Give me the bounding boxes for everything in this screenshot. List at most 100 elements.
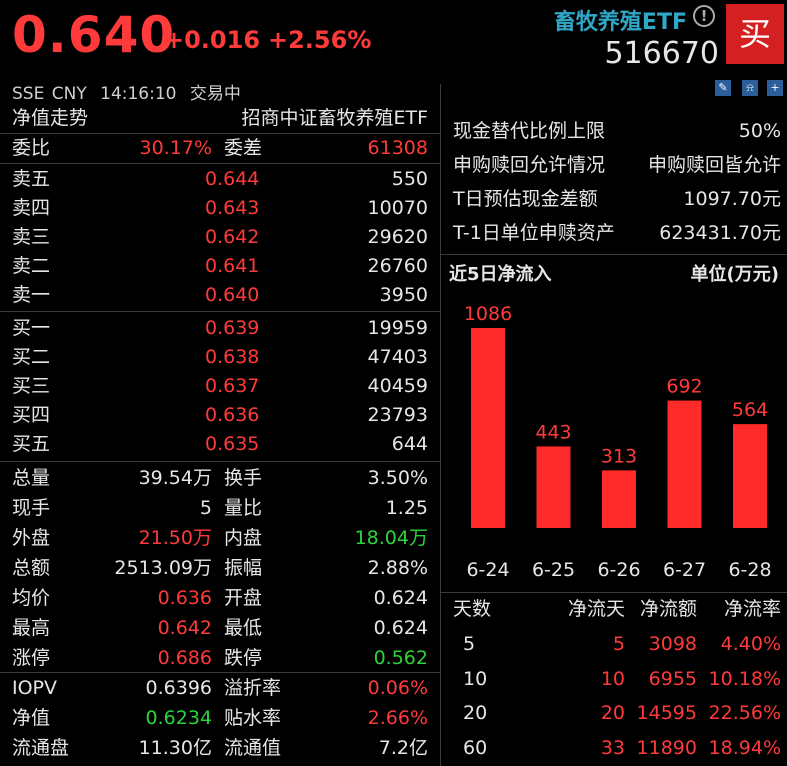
weicha-label: 委差 bbox=[224, 137, 263, 159]
trade-status: 交易中 bbox=[189, 84, 241, 104]
order-book-panel: 净值走势 招商中证畜牧养殖ETF 委比 30.17% 委差 61308 卖五 0.… bbox=[0, 104, 440, 766]
weibi-label: 委比 bbox=[12, 137, 51, 159]
table-cell: 18.94% bbox=[708, 736, 781, 759]
table-cell: 20 bbox=[600, 702, 625, 724]
alarm-icon[interactable]: ⍾ bbox=[742, 80, 758, 96]
date-tick-label: 6-28 bbox=[728, 559, 771, 581]
table-header-cell: 天数 bbox=[453, 598, 492, 620]
bid-level-label: 买三 bbox=[12, 375, 51, 397]
etf-stat-row: 净值 0.6234 贴水率 2.66% bbox=[12, 704, 428, 732]
etf-stat-value: 11.30亿 bbox=[138, 737, 212, 759]
panel-divider bbox=[440, 84, 441, 766]
stat-value: 0.686 bbox=[157, 647, 212, 669]
table-header-cell: 净流率 bbox=[723, 598, 781, 620]
table-cell: 5 bbox=[463, 633, 476, 655]
stat-row: 最高 0.642 最低 0.624 bbox=[12, 614, 428, 642]
quote-time: 14:16:10 bbox=[100, 84, 177, 104]
table-row[interactable]: 10 10 6955 10.18% bbox=[453, 662, 781, 696]
stat-label: 跌停 bbox=[224, 647, 263, 669]
bid-level-label: 买一 bbox=[12, 317, 51, 339]
date-tick-label: 6-26 bbox=[597, 559, 640, 581]
table-cell: 10 bbox=[600, 667, 625, 690]
fund-info-row: T-1日单位申赎资产 623431.70元 bbox=[453, 216, 781, 250]
buy-button[interactable]: 买 bbox=[726, 4, 784, 64]
fund-info-value: 申购赎回皆允许 bbox=[647, 154, 781, 176]
stat-value: 0.624 bbox=[373, 587, 428, 609]
bid-price: 0.638 bbox=[205, 346, 260, 368]
ask-volume: 29620 bbox=[367, 226, 428, 248]
stat-value: 0.624 bbox=[373, 617, 428, 639]
fund-info-panel: 现金替代比例上限 50% 申购赎回允许情况 申购赎回皆允许 T日预估现金差额 1097.7… bbox=[441, 84, 787, 766]
stat-row: 现手 5 量比 1.25 bbox=[12, 494, 428, 522]
net-inflow-unit: 单位(万元) bbox=[690, 264, 779, 285]
bid-level-row[interactable]: 买五 0.635 644 bbox=[12, 430, 428, 458]
bid-level-row[interactable]: 买二 0.638 47403 bbox=[12, 343, 428, 371]
stat-label: 振幅 bbox=[224, 557, 263, 579]
ask-volume: 10070 bbox=[367, 197, 428, 219]
last-price: 0.640 bbox=[12, 6, 176, 64]
table-cell: 4.40% bbox=[720, 633, 781, 655]
market-meta: SSE CNY 14:16:10 交易中 bbox=[12, 79, 241, 104]
table-row[interactable]: 5 5 3098 4.40% bbox=[453, 627, 781, 661]
date-tick-label: 6-27 bbox=[663, 559, 706, 581]
ask-price: 0.642 bbox=[205, 226, 260, 248]
security-name[interactable]: 畜牧养殖ETF bbox=[553, 10, 687, 35]
stat-label: 涨停 bbox=[12, 647, 51, 669]
table-row[interactable]: 20 20 14595 22.56% bbox=[453, 696, 781, 730]
bid-volume: 40459 bbox=[367, 375, 428, 397]
ask-price: 0.641 bbox=[205, 255, 260, 277]
stat-label: 最高 bbox=[12, 617, 51, 639]
ask-level-row[interactable]: 卖三 0.642 29620 bbox=[12, 223, 428, 251]
fund-info-row: T日预估现金差额 1097.70元 bbox=[453, 182, 781, 216]
ask-level-row[interactable]: 卖二 0.641 26760 bbox=[12, 252, 428, 280]
table-cell: 60 bbox=[463, 736, 488, 759]
bid-level-row[interactable]: 买一 0.639 19959 bbox=[12, 314, 428, 342]
stat-label: 换手 bbox=[224, 467, 263, 489]
etf-stat-value: 0.06% bbox=[367, 677, 428, 699]
table-header-row: 天数 净流天 净流额 净流率 bbox=[453, 592, 781, 626]
etf-stat-label: 贴水率 bbox=[224, 707, 282, 729]
stat-value: 0.562 bbox=[373, 647, 428, 669]
security-code: 516670 bbox=[604, 36, 719, 71]
date-tick-label: 6-24 bbox=[466, 559, 509, 581]
stat-row: 均价 0.636 开盘 0.624 bbox=[12, 584, 428, 612]
add-icon[interactable]: + bbox=[767, 80, 783, 96]
ask-level-label: 卖五 bbox=[12, 168, 51, 190]
info-icon[interactable]: ! bbox=[693, 5, 715, 27]
ask-volume: 3950 bbox=[379, 284, 428, 306]
table-cell: 5 bbox=[612, 633, 625, 655]
stat-value: 5 bbox=[199, 497, 212, 519]
price-change: +0.016 bbox=[164, 26, 261, 54]
etf-stat-row: 流通盘 11.30亿 流通值 7.2亿 bbox=[12, 734, 428, 762]
table-cell: 33 bbox=[600, 736, 625, 759]
bid-volume: 19959 bbox=[367, 317, 428, 339]
weibi-value: 30.17% bbox=[139, 137, 212, 159]
etf-stat-row: IOPV 0.6396 溢折率 0.06% bbox=[12, 674, 428, 702]
stat-value: 0.642 bbox=[157, 617, 212, 639]
etf-stat-value: 2.66% bbox=[367, 707, 428, 729]
ask-level-label: 卖四 bbox=[12, 197, 51, 219]
stat-label: 现手 bbox=[12, 497, 51, 519]
etf-stat-value: 0.6234 bbox=[145, 707, 212, 729]
weicha-value: 61308 bbox=[367, 137, 428, 159]
nav-trend-tab[interactable]: 净值走势 bbox=[12, 107, 89, 129]
stat-label: 开盘 bbox=[224, 587, 263, 609]
table-cell: 3098 bbox=[648, 633, 697, 655]
bid-level-row[interactable]: 买四 0.636 23793 bbox=[12, 401, 428, 429]
etf-stat-label: 净值 bbox=[12, 707, 51, 729]
bid-level-row[interactable]: 买三 0.637 40459 bbox=[12, 372, 428, 400]
table-row[interactable]: 60 33 11890 18.94% bbox=[453, 731, 781, 765]
inflow-bar bbox=[602, 470, 636, 528]
ask-level-row[interactable]: 卖一 0.640 3950 bbox=[12, 281, 428, 309]
ask-volume: 26760 bbox=[367, 255, 428, 277]
bid-volume: 47403 bbox=[367, 346, 428, 368]
ask-level-row[interactable]: 卖四 0.643 10070 bbox=[12, 194, 428, 222]
ask-price: 0.643 bbox=[205, 197, 260, 219]
etf-stat-label: 溢折率 bbox=[224, 677, 282, 699]
ask-level-row[interactable]: 卖五 0.644 550 bbox=[12, 165, 428, 193]
fund-info-label: T-1日单位申赎资产 bbox=[453, 222, 615, 244]
stat-label: 最低 bbox=[224, 617, 263, 639]
edit-icon[interactable]: ✎ bbox=[715, 80, 731, 96]
table-cell: 22.56% bbox=[708, 702, 781, 724]
stat-value: 21.50万 bbox=[138, 527, 212, 549]
